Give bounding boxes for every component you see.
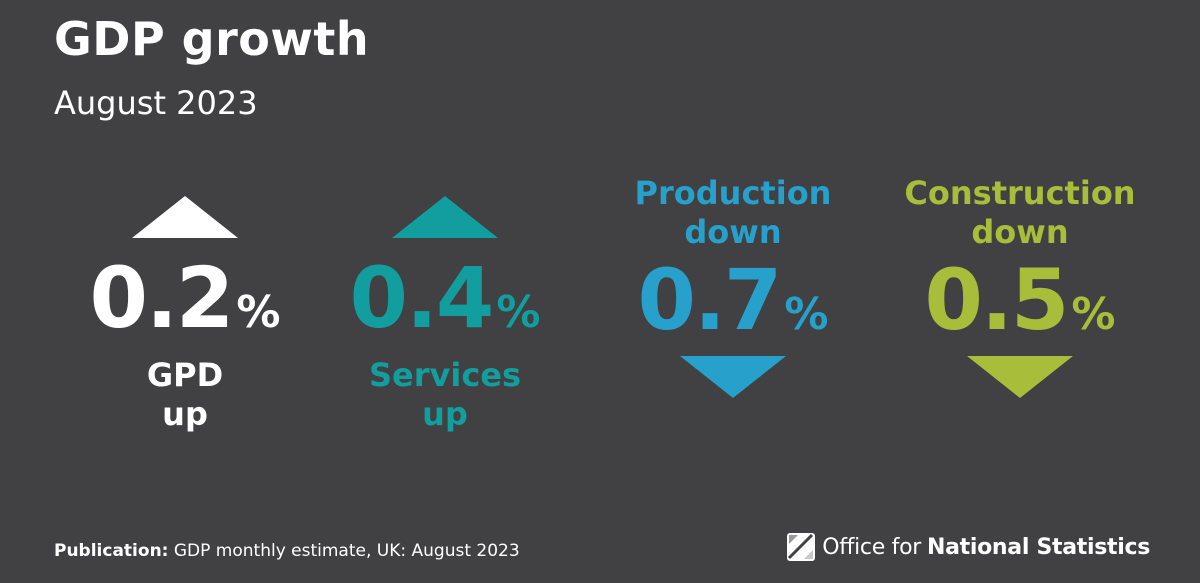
stat-label-line1: Services [368,356,522,394]
stat-production: Production down 0.7% [615,174,851,399]
stat-unit: % [496,287,541,338]
stat-label: Production down [615,174,851,252]
stat-value: 0.4% [340,256,550,340]
stat-number: 0.7 [637,251,783,350]
stat-value: 0.7% [615,258,851,342]
publication-footer: Publication: GDP monthly estimate, UK: A… [54,541,520,561]
stat-label-line1: Construction [904,174,1136,212]
stat-services: 0.4% Services up [340,196,550,434]
logo-text-regular: Office for [822,534,921,560]
publication-text: GDP monthly estimate, UK: August 2023 [173,541,520,561]
stat-label-line2: down [684,213,782,252]
stat-label-line2: up [422,395,468,434]
stat-unit: % [1071,289,1116,341]
stat-value: 0.2% [80,256,290,340]
stat-number: 0.4 [349,249,495,347]
stat-label-line1: Production [634,174,832,212]
stat-number: 0.2 [89,249,235,347]
stat-unit: % [784,289,829,341]
triangle-down-icon [967,356,1073,399]
triangle-down-icon [680,356,786,399]
logo-text-bold: National Statistics [927,534,1150,560]
ons-logo: Office for National Statistics [786,532,1150,562]
ons-logo-icon [787,533,816,561]
triangle-up-icon [392,196,498,238]
stat-label: GPD up [80,356,290,434]
stat-label: Construction down [895,174,1145,252]
stat-label-line1: GPD [146,356,224,394]
stat-number: 0.5 [924,251,1070,350]
stat-construction: Construction down 0.5% [895,174,1145,399]
stat-unit: % [236,287,281,338]
stat-value: 0.5% [895,258,1145,342]
stat-label: Services up [340,356,550,434]
page-subtitle: August 2023 [54,84,258,122]
stat-label-line2: up [162,395,208,434]
page-title: GDP growth [54,12,370,66]
triangle-up-icon [132,196,238,238]
stat-label-line2: down [971,213,1069,252]
stat-gdp: 0.2% GPD up [80,196,290,434]
publication-prefix: Publication: [54,541,169,561]
